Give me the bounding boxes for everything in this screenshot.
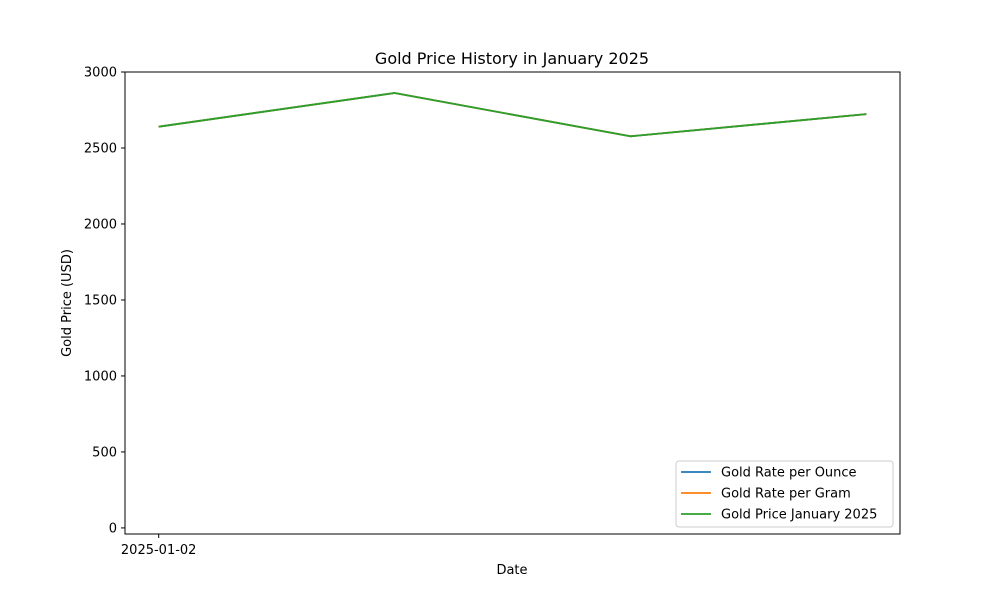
series-line-3 [158,92,867,138]
series-lines [158,92,867,138]
legend-entry-label: Gold Rate per Gram [721,487,851,502]
legend-entry-label: Gold Price January 2025 [721,508,877,523]
legend-frame [675,460,894,528]
y-axis-label: Gold Price (USD) [60,249,75,357]
y-axis: 0 500 1000 1500 2000 2500 3000 [84,66,125,536]
y-tick-label: 1000 [84,369,117,384]
y-tick-label: 0 [109,521,117,536]
plot-area [124,71,901,535]
y-tick-label: 2000 [84,217,117,232]
y-tick-label: 3000 [84,66,117,81]
y-tick-label: 500 [92,445,117,460]
x-axis-label: Date [496,563,527,578]
x-axis: 2025-01-02 [121,534,197,558]
y-tick-label: 1500 [84,293,117,308]
y-tick-label: 2500 [84,141,117,156]
chart-title: Gold Price History in January 2025 [375,49,649,68]
legend-entry-label: Gold Rate per Ounce [721,466,857,481]
legend: Gold Rate per Ounce Gold Rate per Gram Gol… [675,460,894,528]
x-tick-label: 2025-01-02 [121,543,197,558]
